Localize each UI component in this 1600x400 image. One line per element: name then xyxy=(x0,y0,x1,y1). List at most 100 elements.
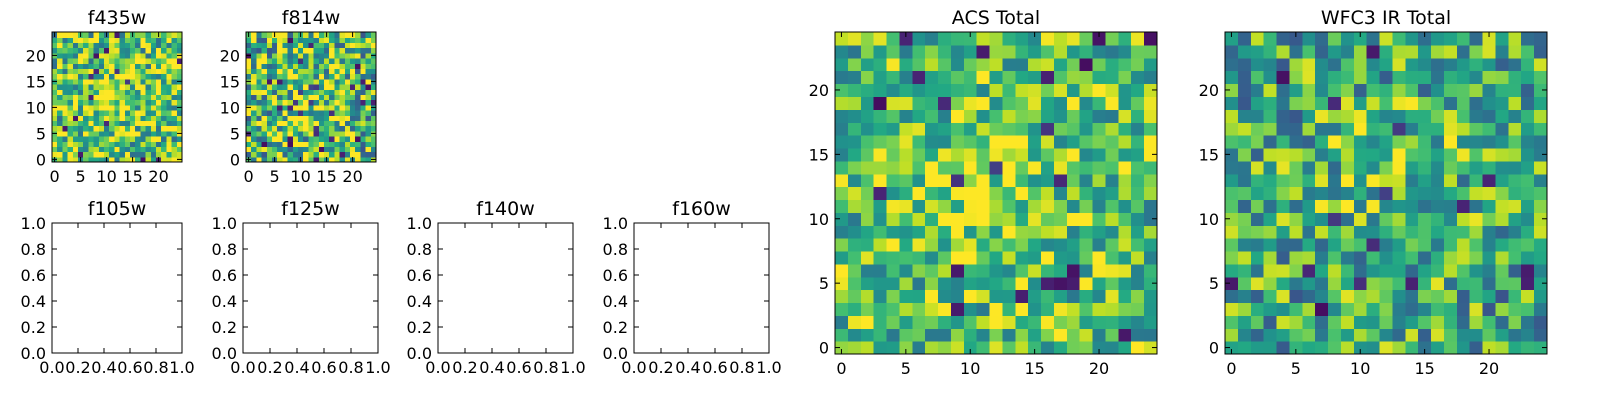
heatmap-cell xyxy=(1508,238,1522,252)
heatmap-cell xyxy=(1263,276,1278,291)
heatmap-cell xyxy=(62,32,69,38)
heatmap-cell xyxy=(83,130,89,137)
heatmap-cell xyxy=(1366,109,1381,123)
heatmap-cell xyxy=(1066,250,1081,265)
heatmap-cell xyxy=(256,78,263,85)
heatmap-cell xyxy=(140,120,147,127)
heatmap-cell xyxy=(104,120,110,127)
heatmap-cell xyxy=(1392,315,1406,329)
heatmap-cell xyxy=(1263,225,1278,239)
heatmap-cell xyxy=(78,99,84,106)
heatmap-cell xyxy=(308,110,315,116)
heatmap-cell xyxy=(282,42,289,49)
heatmap-cell xyxy=(88,32,95,38)
heatmap-cell xyxy=(1250,135,1265,149)
heatmap-cell xyxy=(166,52,173,59)
heatmap-cell xyxy=(109,78,115,85)
axes-frame xyxy=(834,31,1158,355)
heatmap-cell xyxy=(67,32,74,38)
heatmap-cell xyxy=(124,58,131,64)
heatmap-cell xyxy=(344,78,351,85)
heatmap-cell xyxy=(360,156,367,163)
heatmap-cell xyxy=(963,250,978,265)
heatmap-cell xyxy=(938,147,952,162)
heatmap-cell xyxy=(303,73,309,80)
heatmap-cell xyxy=(1002,276,1016,291)
heatmap-cell xyxy=(1366,160,1381,175)
heatmap-cell xyxy=(145,32,152,38)
x-tick-label: 0.8 xyxy=(533,358,558,377)
heatmap-cell xyxy=(324,78,330,85)
heatmap-cell xyxy=(287,125,294,132)
heatmap-cell xyxy=(1225,44,1239,59)
heatmap-cell xyxy=(1289,315,1303,329)
heatmap-cell xyxy=(277,136,283,142)
heatmap-cell xyxy=(938,302,952,316)
heatmap-cell xyxy=(860,315,875,329)
heatmap-cell xyxy=(1431,276,1445,291)
heatmap-cell xyxy=(308,47,315,54)
heatmap-cell xyxy=(171,52,178,59)
y-tick-label: 1.0 xyxy=(212,214,237,233)
heatmap-cell xyxy=(282,151,289,158)
heatmap-cell xyxy=(344,73,351,80)
heatmap-cell xyxy=(938,289,952,304)
x-tick-label: 1.0 xyxy=(365,358,390,377)
heatmap-cell xyxy=(1015,328,1029,342)
heatmap-cell xyxy=(318,130,325,137)
heatmap-cell xyxy=(370,68,377,75)
heatmap-cell xyxy=(88,146,95,153)
heatmap-cell xyxy=(72,94,79,101)
heatmap-cell xyxy=(272,104,278,111)
heatmap-cell xyxy=(1066,57,1081,72)
heatmap-cell xyxy=(1079,315,1094,329)
heatmap-cell xyxy=(950,328,965,342)
heatmap-cell xyxy=(1053,109,1068,123)
heatmap-cell xyxy=(1015,341,1029,355)
heatmap-cell xyxy=(1379,160,1394,175)
heatmap-cell xyxy=(899,250,913,265)
heatmap-cell xyxy=(1250,173,1265,188)
heatmap-cell xyxy=(976,225,991,239)
heatmap-cell xyxy=(130,104,136,111)
heatmap-cell xyxy=(1028,315,1042,329)
heatmap-cell xyxy=(57,141,63,147)
heatmap-cell xyxy=(272,94,278,101)
heatmap-cell xyxy=(835,147,849,162)
heatmap-cell xyxy=(1495,32,1509,46)
heatmap-cell xyxy=(171,84,178,90)
heatmap-cell xyxy=(145,99,152,106)
heatmap-cell xyxy=(272,73,278,80)
heatmap-cell xyxy=(334,63,341,69)
heatmap-cell xyxy=(303,32,309,38)
heatmap-cell xyxy=(370,42,377,49)
heatmap-cell xyxy=(1066,199,1081,213)
heatmap-cell xyxy=(119,125,126,132)
heatmap-cell xyxy=(1366,147,1381,162)
heatmap-cell xyxy=(1469,276,1484,291)
heatmap-cell xyxy=(1105,122,1119,136)
heatmap-cell xyxy=(119,115,126,121)
heatmap-cell xyxy=(246,73,252,80)
heatmap-cell xyxy=(1015,160,1029,175)
heatmap-cell xyxy=(360,115,367,121)
heatmap-cell xyxy=(277,47,283,54)
heatmap-cell xyxy=(98,146,105,153)
heatmap-cell xyxy=(860,83,875,97)
heatmap-cell xyxy=(83,151,89,158)
heatmap-cell xyxy=(1225,160,1239,175)
heatmap-cell xyxy=(124,32,131,38)
heatmap-cell xyxy=(277,68,283,75)
heatmap-cell xyxy=(1131,83,1145,97)
heatmap-cell xyxy=(104,110,110,116)
heatmap-cell xyxy=(57,125,63,132)
heatmap-cell xyxy=(1315,238,1329,252)
heatmap-cell xyxy=(1353,328,1368,342)
heatmap-cell xyxy=(171,42,178,49)
heatmap-cell xyxy=(1131,44,1145,59)
heatmap-cell xyxy=(67,115,74,121)
heatmap-cell xyxy=(1534,250,1548,265)
heatmap-cell xyxy=(308,146,315,153)
heatmap-cell xyxy=(156,146,162,153)
heatmap-cell xyxy=(1092,147,1107,162)
